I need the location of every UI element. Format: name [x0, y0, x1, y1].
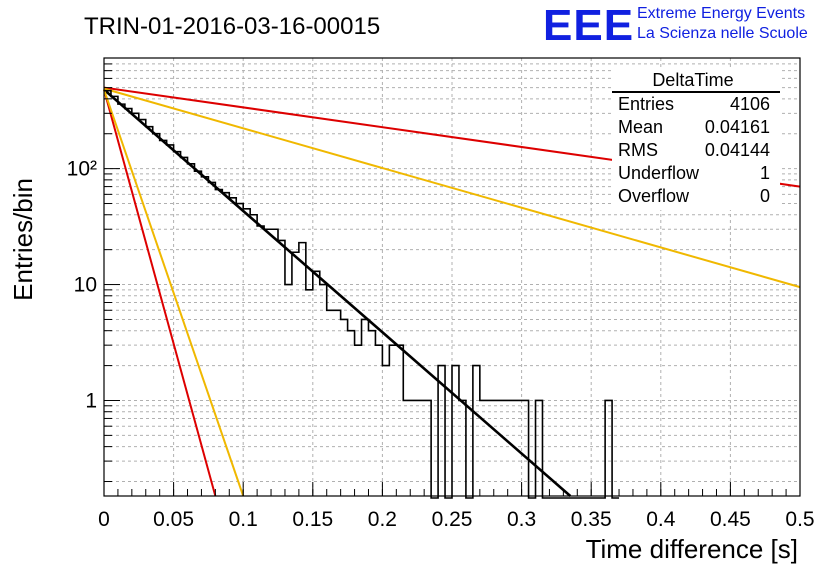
x-tick-label: 0.4 — [646, 508, 676, 531]
y-axis-tick-labels: 1 10 10² — [67, 158, 97, 413]
axis-ticks — [103, 57, 801, 496]
stats-label-underflow: Underflow — [618, 163, 700, 183]
x-tick-label: 0 — [98, 508, 110, 531]
x-tick-label: 0.2 — [368, 508, 397, 531]
curve-3 — [103, 89, 217, 497]
eee-logo: EEE Extreme Energy Events La Scienza nel… — [543, 1, 808, 50]
stats-label-entries: Entries — [618, 94, 674, 114]
plot-area — [103, 57, 801, 499]
stats-box: DeltaTime Entries 4106 Mean 0.04161 RMS … — [612, 68, 780, 210]
curve-4 — [103, 89, 245, 497]
histogram-outline — [104, 89, 620, 499]
stats-value-mean: 0.04161 — [705, 117, 770, 137]
x-axis-title: Time difference [s] — [586, 534, 798, 564]
x-tick-label: 0.35 — [571, 508, 612, 531]
y-axis-title: Entries/bin — [8, 178, 38, 301]
x-tick-label: 0.45 — [710, 508, 751, 531]
x-tick-label: 0.05 — [153, 508, 194, 531]
x-tick-label: 0.3 — [507, 508, 536, 531]
logo-line-1: Extreme Energy Events — [637, 5, 805, 22]
stats-label-mean: Mean — [618, 117, 663, 137]
y-tick-label: 10² — [67, 158, 97, 181]
y-tick-label: 1 — [85, 389, 97, 412]
x-tick-label: 0.5 — [785, 508, 814, 531]
chart-title: TRIN-01-2016-03-16-00015 — [84, 13, 380, 40]
stats-value-rms: 0.04144 — [705, 140, 770, 160]
stats-label-overflow: Overflow — [618, 186, 690, 206]
stats-value-underflow: 1 — [760, 163, 770, 183]
x-tick-label: 0.15 — [292, 508, 333, 531]
stats-label-rms: RMS — [618, 140, 658, 160]
stats-box-title: DeltaTime — [652, 70, 733, 90]
histogram — [104, 89, 620, 499]
stats-value-overflow: 0 — [760, 186, 770, 206]
curve-2 — [103, 87, 801, 289]
logo-mark: EEE — [543, 1, 634, 50]
logo-line-2: La Scienza nelle Scuole — [637, 25, 808, 42]
x-tick-label: 0.1 — [229, 508, 258, 531]
y-tick-label: 10 — [74, 274, 97, 297]
x-axis-tick-labels: 0 0.05 0.1 0.15 0.2 0.25 0.3 0.35 0.4 0.… — [98, 508, 814, 531]
stats-value-entries: 4106 — [730, 94, 770, 114]
x-tick-label: 0.25 — [432, 508, 473, 531]
